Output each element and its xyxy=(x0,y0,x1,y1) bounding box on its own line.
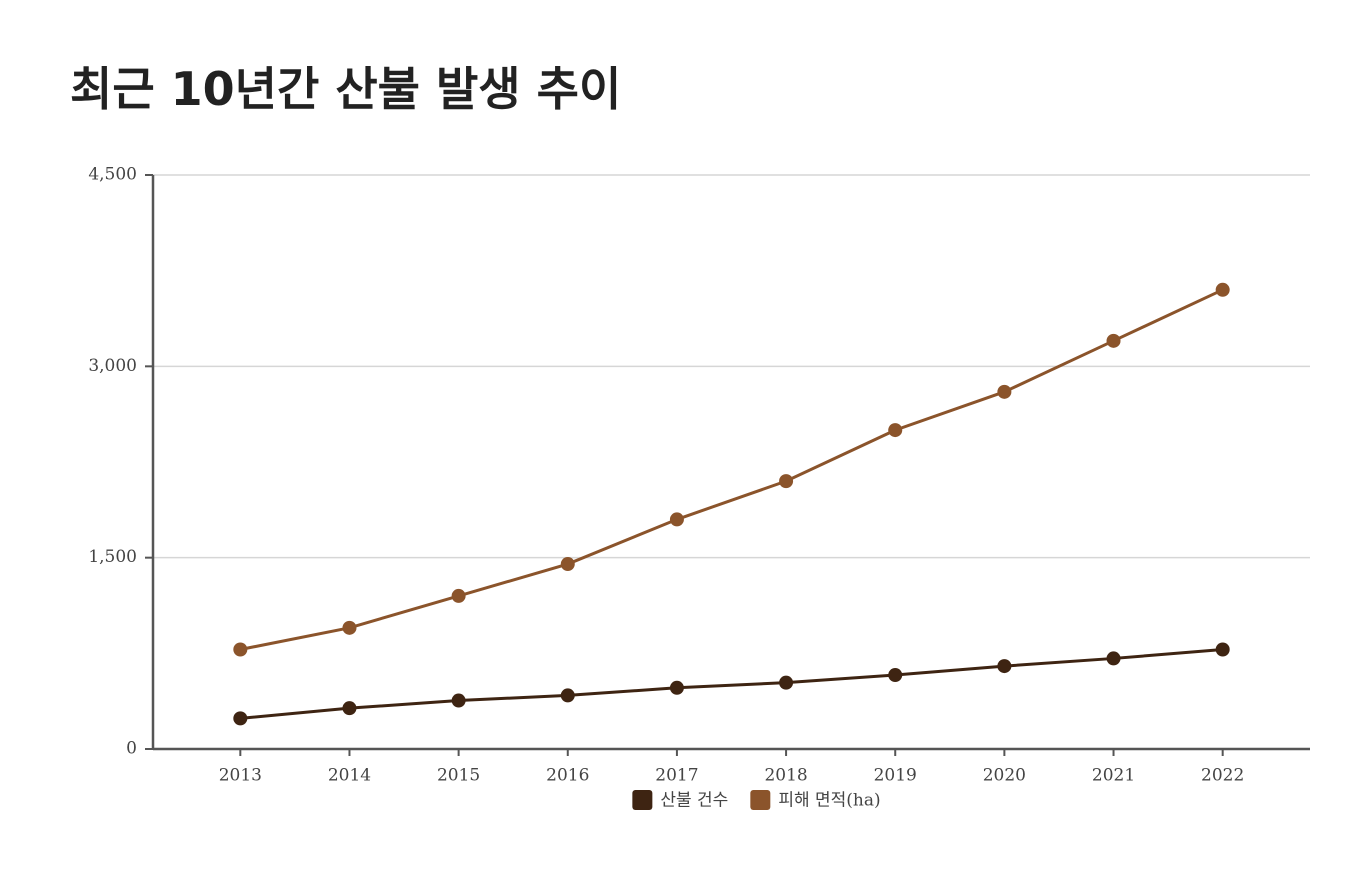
data-point xyxy=(997,659,1012,674)
y-tick-label: 1,500 xyxy=(88,547,137,567)
data-point xyxy=(779,474,794,489)
data-point xyxy=(451,693,466,708)
data-point xyxy=(888,668,903,683)
data-point xyxy=(1106,333,1121,348)
data-point xyxy=(560,557,575,572)
data-point xyxy=(233,711,248,726)
x-tick-label: 2018 xyxy=(764,766,807,786)
data-point xyxy=(342,701,357,716)
x-tick-label: 2014 xyxy=(328,766,371,786)
x-tick-label: 2016 xyxy=(546,766,589,786)
x-tick-label: 2015 xyxy=(437,766,480,786)
data-point xyxy=(451,588,466,603)
y-tick-label: 0 xyxy=(126,739,137,759)
x-tick-label: 2017 xyxy=(655,766,698,786)
chart-title: 최근 10년간 산불 발생 추이 xyxy=(70,62,621,116)
x-tick-label: 2020 xyxy=(983,766,1026,786)
data-point xyxy=(669,512,684,527)
x-tick-label: 2019 xyxy=(874,766,917,786)
x-tick-label: 2013 xyxy=(219,766,262,786)
data-point xyxy=(779,675,794,690)
legend-swatch xyxy=(632,790,653,810)
data-point xyxy=(997,384,1012,399)
y-tick-label: 4,500 xyxy=(88,165,137,185)
data-point xyxy=(1215,282,1230,297)
data-point xyxy=(560,688,575,703)
data-point xyxy=(1215,642,1230,657)
x-tick-label: 2021 xyxy=(1092,766,1135,786)
data-point xyxy=(342,620,357,635)
series-line xyxy=(240,288,1224,651)
data-point xyxy=(1106,651,1121,666)
series-line xyxy=(240,648,1223,720)
data-point xyxy=(669,680,684,695)
y-tick-label: 3,000 xyxy=(88,356,137,376)
legend-label: 피해 면적(ha) xyxy=(778,791,880,811)
legend-swatch xyxy=(750,790,771,810)
data-point xyxy=(888,423,903,438)
legend-label: 산불 건수 xyxy=(660,791,728,811)
data-point xyxy=(233,642,248,657)
x-tick-label: 2022 xyxy=(1201,766,1244,786)
